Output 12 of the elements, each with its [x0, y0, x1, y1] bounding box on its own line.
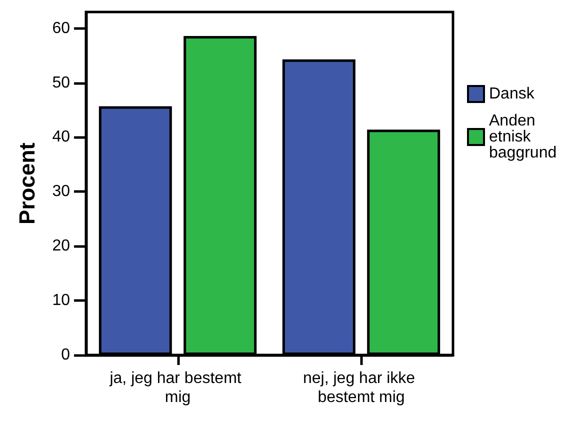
y-tick-label: 30 — [52, 183, 70, 200]
y-tick-label: 40 — [52, 128, 70, 146]
legend-label: Anden etnisk baggrund — [489, 112, 557, 162]
y-tick-label: 60 — [52, 20, 70, 37]
x-tick-label: ja, jeg har bestemt mig — [108, 370, 246, 406]
y-axis-title: Procent — [14, 142, 40, 224]
y-tick-label: 0 — [61, 346, 70, 364]
y-tick-label: 10 — [52, 292, 70, 310]
y-tick-label: 20 — [52, 238, 70, 255]
y-tick-label: 50 — [52, 74, 70, 92]
legend-label: Dansk — [489, 86, 536, 102]
x-tick-label: nej, jeg har ikke bestemt mig — [302, 370, 420, 406]
